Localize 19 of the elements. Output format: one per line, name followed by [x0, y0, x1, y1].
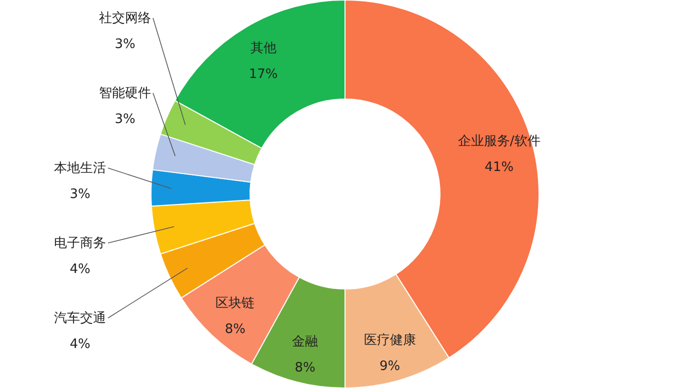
data-label: 17%: [248, 66, 278, 82]
slice-label: 金融: [292, 334, 318, 350]
slice-label: 本地生活: [54, 161, 106, 176]
slice-label: 汽车交通: [54, 310, 106, 326]
slice-label: 智能硬件: [99, 86, 151, 101]
data-label: 9%: [379, 359, 400, 374]
slice-label: 电子商务: [54, 236, 106, 251]
data-label: 8%: [224, 322, 246, 337]
slice-label: 其他: [250, 40, 276, 56]
data-label: 3%: [114, 112, 136, 127]
data-label: 41%: [484, 160, 514, 176]
slice-label: 医疗健康: [364, 333, 416, 348]
slice-label: 社交网络: [99, 10, 151, 26]
slice-label: 区块链: [216, 296, 255, 311]
data-label: 4%: [70, 337, 90, 352]
data-label: 4%: [70, 262, 90, 277]
data-label: 3%: [114, 37, 136, 52]
data-label: 3%: [70, 187, 90, 202]
data-label: 8%: [294, 360, 316, 376]
